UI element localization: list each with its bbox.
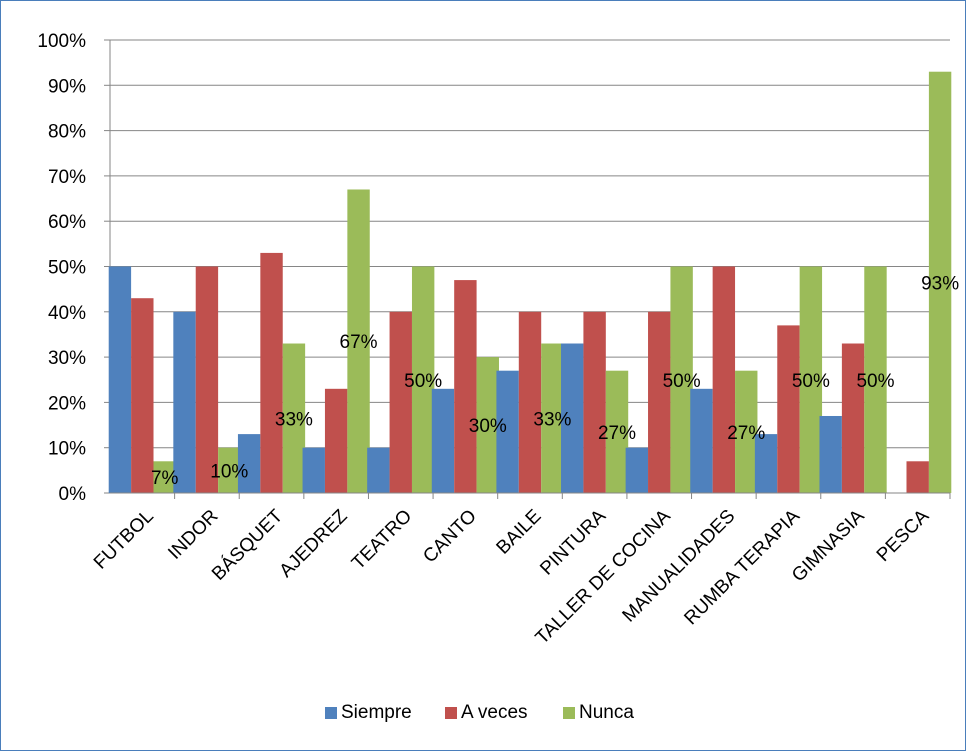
y-tick-label: 0% bbox=[59, 484, 87, 505]
category-label: BAILE bbox=[493, 506, 546, 559]
bar-nunca bbox=[153, 461, 176, 493]
data-label: 27% bbox=[598, 423, 636, 444]
category-label: TEATRO bbox=[348, 506, 416, 574]
bar-siempre bbox=[690, 388, 713, 493]
y-tick-label: 50% bbox=[48, 258, 86, 279]
category-label: AJEDREZ bbox=[276, 505, 352, 581]
bar-siempre bbox=[625, 447, 649, 493]
bar-siempre bbox=[237, 434, 261, 493]
bar-nunca bbox=[411, 266, 435, 493]
bar-siempre bbox=[367, 447, 390, 493]
data-label: 27% bbox=[727, 423, 765, 444]
data-label: 33% bbox=[533, 409, 571, 430]
bar-nunca bbox=[541, 343, 564, 493]
data-label: 50% bbox=[856, 371, 894, 392]
bar-siempre bbox=[561, 343, 584, 493]
bar-a-veces bbox=[777, 325, 800, 493]
data-label: 93% bbox=[921, 273, 959, 294]
bar-a-veces bbox=[260, 252, 283, 493]
data-label: 50% bbox=[404, 371, 442, 392]
bar-siempre bbox=[108, 266, 132, 493]
bar-a-veces bbox=[648, 311, 671, 493]
y-tick-label: 90% bbox=[48, 76, 86, 97]
bar-nunca bbox=[605, 370, 629, 493]
bar-a-veces bbox=[841, 343, 865, 493]
legend-swatch-a-veces bbox=[445, 707, 457, 719]
bar-a-veces bbox=[324, 388, 348, 493]
bar-nunca bbox=[670, 266, 693, 493]
bar-nunca bbox=[864, 266, 887, 493]
bar-a-veces bbox=[518, 311, 542, 493]
bar-siempre bbox=[496, 370, 519, 493]
category-label: INDOR bbox=[164, 506, 222, 564]
y-tick-label: 40% bbox=[48, 303, 86, 324]
bar-nunca bbox=[928, 71, 952, 494]
category-label: RUMBA TERAPIA bbox=[680, 505, 804, 629]
y-tick-label: 60% bbox=[48, 212, 86, 233]
data-label: 67% bbox=[340, 332, 378, 353]
legend-swatch-siempre bbox=[325, 707, 337, 719]
data-label: 50% bbox=[663, 371, 701, 392]
y-tick-label: 30% bbox=[48, 348, 86, 369]
data-label: 7% bbox=[151, 468, 179, 489]
category-label: BÁSQUET bbox=[208, 505, 287, 584]
bar-siempre bbox=[431, 388, 455, 493]
bar-siempre bbox=[302, 447, 325, 493]
y-tick-label: 80% bbox=[48, 122, 86, 143]
bar-nunca bbox=[282, 343, 306, 493]
bar-a-veces bbox=[131, 298, 154, 493]
category-label: CANTO bbox=[419, 506, 481, 568]
y-tick-label: 70% bbox=[48, 167, 86, 188]
bar-a-veces bbox=[712, 266, 736, 493]
bar-nunca bbox=[799, 266, 823, 493]
data-label: 50% bbox=[792, 371, 830, 392]
bar-siempre bbox=[754, 434, 778, 493]
bar-siempre bbox=[173, 311, 196, 493]
bar-a-veces bbox=[195, 266, 219, 493]
y-tick-label: 20% bbox=[48, 393, 86, 414]
category-label: FUTBOL bbox=[90, 506, 158, 574]
y-tick-label: 100% bbox=[37, 31, 86, 52]
category-label: MANUALIDADES bbox=[619, 506, 740, 627]
data-label: 10% bbox=[210, 461, 248, 482]
legend-label: A veces bbox=[461, 702, 528, 723]
bar-nunca bbox=[476, 357, 499, 493]
y-tick-label: 10% bbox=[48, 439, 86, 460]
bar-a-veces bbox=[906, 461, 929, 493]
data-label: 30% bbox=[469, 416, 507, 437]
legend-label: Nunca bbox=[579, 702, 634, 723]
data-label: 33% bbox=[275, 409, 313, 430]
bar-nunca bbox=[735, 370, 758, 493]
bar-siempre bbox=[819, 415, 842, 493]
legend-swatch-nunca bbox=[563, 707, 575, 719]
bar-a-veces bbox=[583, 311, 606, 493]
bar-a-veces bbox=[389, 311, 412, 493]
bar-nunca bbox=[218, 447, 241, 493]
category-label: PESCA bbox=[873, 505, 934, 566]
bar-nunca bbox=[347, 189, 370, 494]
legend-label: Siempre bbox=[341, 702, 412, 723]
bar-a-veces bbox=[454, 280, 477, 493]
